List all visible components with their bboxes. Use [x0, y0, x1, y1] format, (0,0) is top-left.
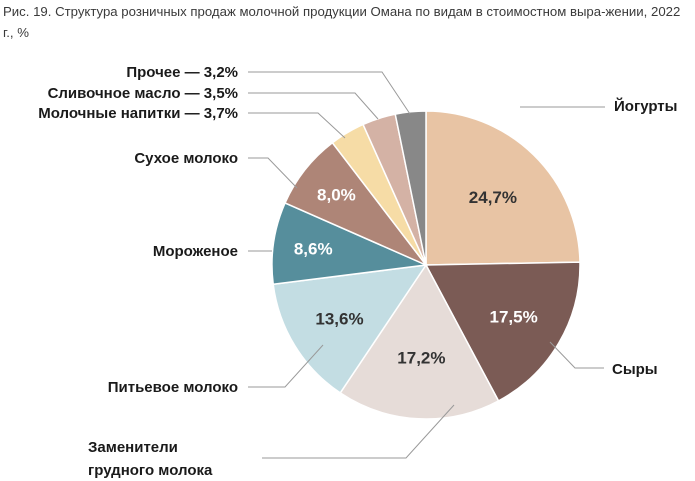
leader-line: [248, 344, 324, 388]
figure-caption: Рис. 19. Структура розничных продаж моло…: [3, 4, 681, 40]
pie-slice: [424, 261, 581, 402]
category-label: Йогурты: [614, 97, 677, 115]
leader-line: [248, 157, 298, 189]
slice-value-label: 8,0%: [317, 186, 356, 205]
category-label: Прочее — 3,2%: [126, 64, 238, 81]
category-label: грудного молока: [88, 462, 213, 479]
pie-slice: [339, 263, 500, 420]
slice-value-label: 8,6%: [294, 240, 333, 259]
category-label: Мороженое: [153, 243, 238, 260]
category-label: Сухое молоко: [134, 150, 238, 167]
pie-slice: [271, 201, 429, 286]
leader-lines: [248, 71, 605, 459]
slice-value-label: 17,5%: [489, 308, 537, 327]
category-label: Сливочное масло — 3,5%: [48, 85, 238, 102]
category-labels: Йогурты Сыры Заменители грудного молока Пить…: [38, 64, 677, 479]
category-label: Заменители: [88, 439, 178, 456]
leader-line: [248, 71, 411, 115]
pie-slice: [272, 264, 428, 394]
leader-line: [248, 112, 346, 139]
category-label: Молочные напитки — 3,7%: [38, 105, 238, 122]
value-labels: 24,7% 17,5% 17,2% 13,6% 8,6% 8,0%: [294, 186, 538, 368]
slice-value-label: 24,7%: [469, 188, 517, 207]
pie-slice: [425, 110, 581, 266]
slice-value-label: 13,6%: [315, 309, 363, 328]
leader-line: [262, 404, 455, 459]
slice-value-label: 17,2%: [397, 348, 445, 367]
category-label: Питьевое молоко: [108, 379, 238, 396]
leader-line: [248, 92, 379, 120]
category-label: Сыры: [612, 361, 658, 378]
pie-slice: [394, 110, 427, 266]
pie-slices: [271, 110, 581, 420]
leader-line: [549, 341, 604, 369]
